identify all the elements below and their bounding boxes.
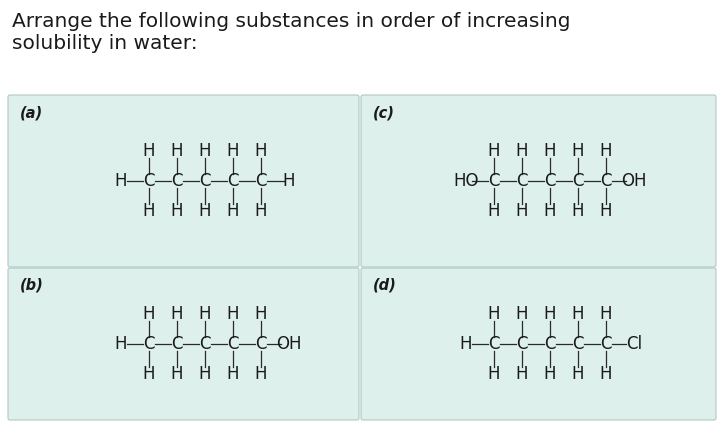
FancyBboxPatch shape — [361, 95, 716, 267]
Text: H: H — [516, 305, 528, 323]
Text: H: H — [199, 305, 211, 323]
Text: C: C — [572, 172, 584, 190]
Text: H: H — [487, 142, 500, 160]
Text: H: H — [171, 202, 184, 220]
Text: H: H — [600, 202, 612, 220]
Text: C: C — [572, 335, 584, 353]
Text: OH: OH — [621, 172, 647, 190]
Text: H: H — [199, 365, 211, 383]
Text: H: H — [516, 142, 528, 160]
Text: (c): (c) — [373, 105, 395, 120]
FancyBboxPatch shape — [8, 95, 359, 267]
Text: HO: HO — [454, 172, 479, 190]
Text: H: H — [143, 202, 156, 220]
Text: H: H — [255, 365, 267, 383]
Text: H: H — [143, 365, 156, 383]
Text: H: H — [143, 305, 156, 323]
Text: Arrange the following substances in order of increasing: Arrange the following substances in orde… — [12, 12, 570, 31]
Text: H: H — [572, 202, 584, 220]
Text: C: C — [488, 335, 500, 353]
Text: H: H — [143, 142, 156, 160]
Text: (b): (b) — [20, 278, 44, 293]
Text: OH: OH — [276, 335, 302, 353]
Text: H: H — [572, 305, 584, 323]
Text: C: C — [256, 335, 266, 353]
Text: H: H — [544, 305, 557, 323]
Text: H: H — [600, 142, 612, 160]
Text: H: H — [227, 365, 239, 383]
Text: H: H — [460, 335, 472, 353]
Text: C: C — [600, 335, 612, 353]
Text: H: H — [516, 365, 528, 383]
Text: C: C — [256, 172, 266, 190]
Text: solubility in water:: solubility in water: — [12, 34, 197, 54]
Text: H: H — [487, 305, 500, 323]
Text: H: H — [516, 202, 528, 220]
Text: H: H — [487, 365, 500, 383]
Text: C: C — [143, 335, 155, 353]
Text: (d): (d) — [373, 278, 397, 293]
Text: C: C — [228, 335, 239, 353]
Text: H: H — [544, 202, 557, 220]
Text: H: H — [114, 335, 127, 353]
FancyBboxPatch shape — [8, 268, 359, 420]
Text: C: C — [228, 172, 239, 190]
Text: H: H — [227, 142, 239, 160]
Text: C: C — [544, 335, 556, 353]
Text: H: H — [255, 142, 267, 160]
Text: H: H — [544, 142, 557, 160]
Text: C: C — [199, 335, 211, 353]
Text: H: H — [199, 142, 211, 160]
Text: H: H — [171, 365, 184, 383]
Text: C: C — [488, 172, 500, 190]
Text: H: H — [227, 202, 239, 220]
Text: C: C — [544, 172, 556, 190]
Text: H: H — [544, 365, 557, 383]
Text: C: C — [516, 335, 528, 353]
Text: H: H — [600, 305, 612, 323]
Text: H: H — [572, 365, 584, 383]
Text: C: C — [171, 335, 183, 353]
FancyBboxPatch shape — [361, 268, 716, 420]
Text: C: C — [171, 172, 183, 190]
Text: H: H — [227, 305, 239, 323]
Text: H: H — [199, 202, 211, 220]
Text: (a): (a) — [20, 105, 43, 120]
Text: H: H — [600, 365, 612, 383]
Text: H: H — [255, 202, 267, 220]
Text: H: H — [255, 305, 267, 323]
Text: C: C — [600, 172, 612, 190]
Text: H: H — [283, 172, 295, 190]
Text: H: H — [171, 142, 184, 160]
Text: H: H — [487, 202, 500, 220]
Text: H: H — [572, 142, 584, 160]
Text: H: H — [171, 305, 184, 323]
Text: C: C — [143, 172, 155, 190]
Text: Cl: Cl — [626, 335, 642, 353]
Text: C: C — [199, 172, 211, 190]
Text: H: H — [114, 172, 127, 190]
Text: C: C — [516, 172, 528, 190]
